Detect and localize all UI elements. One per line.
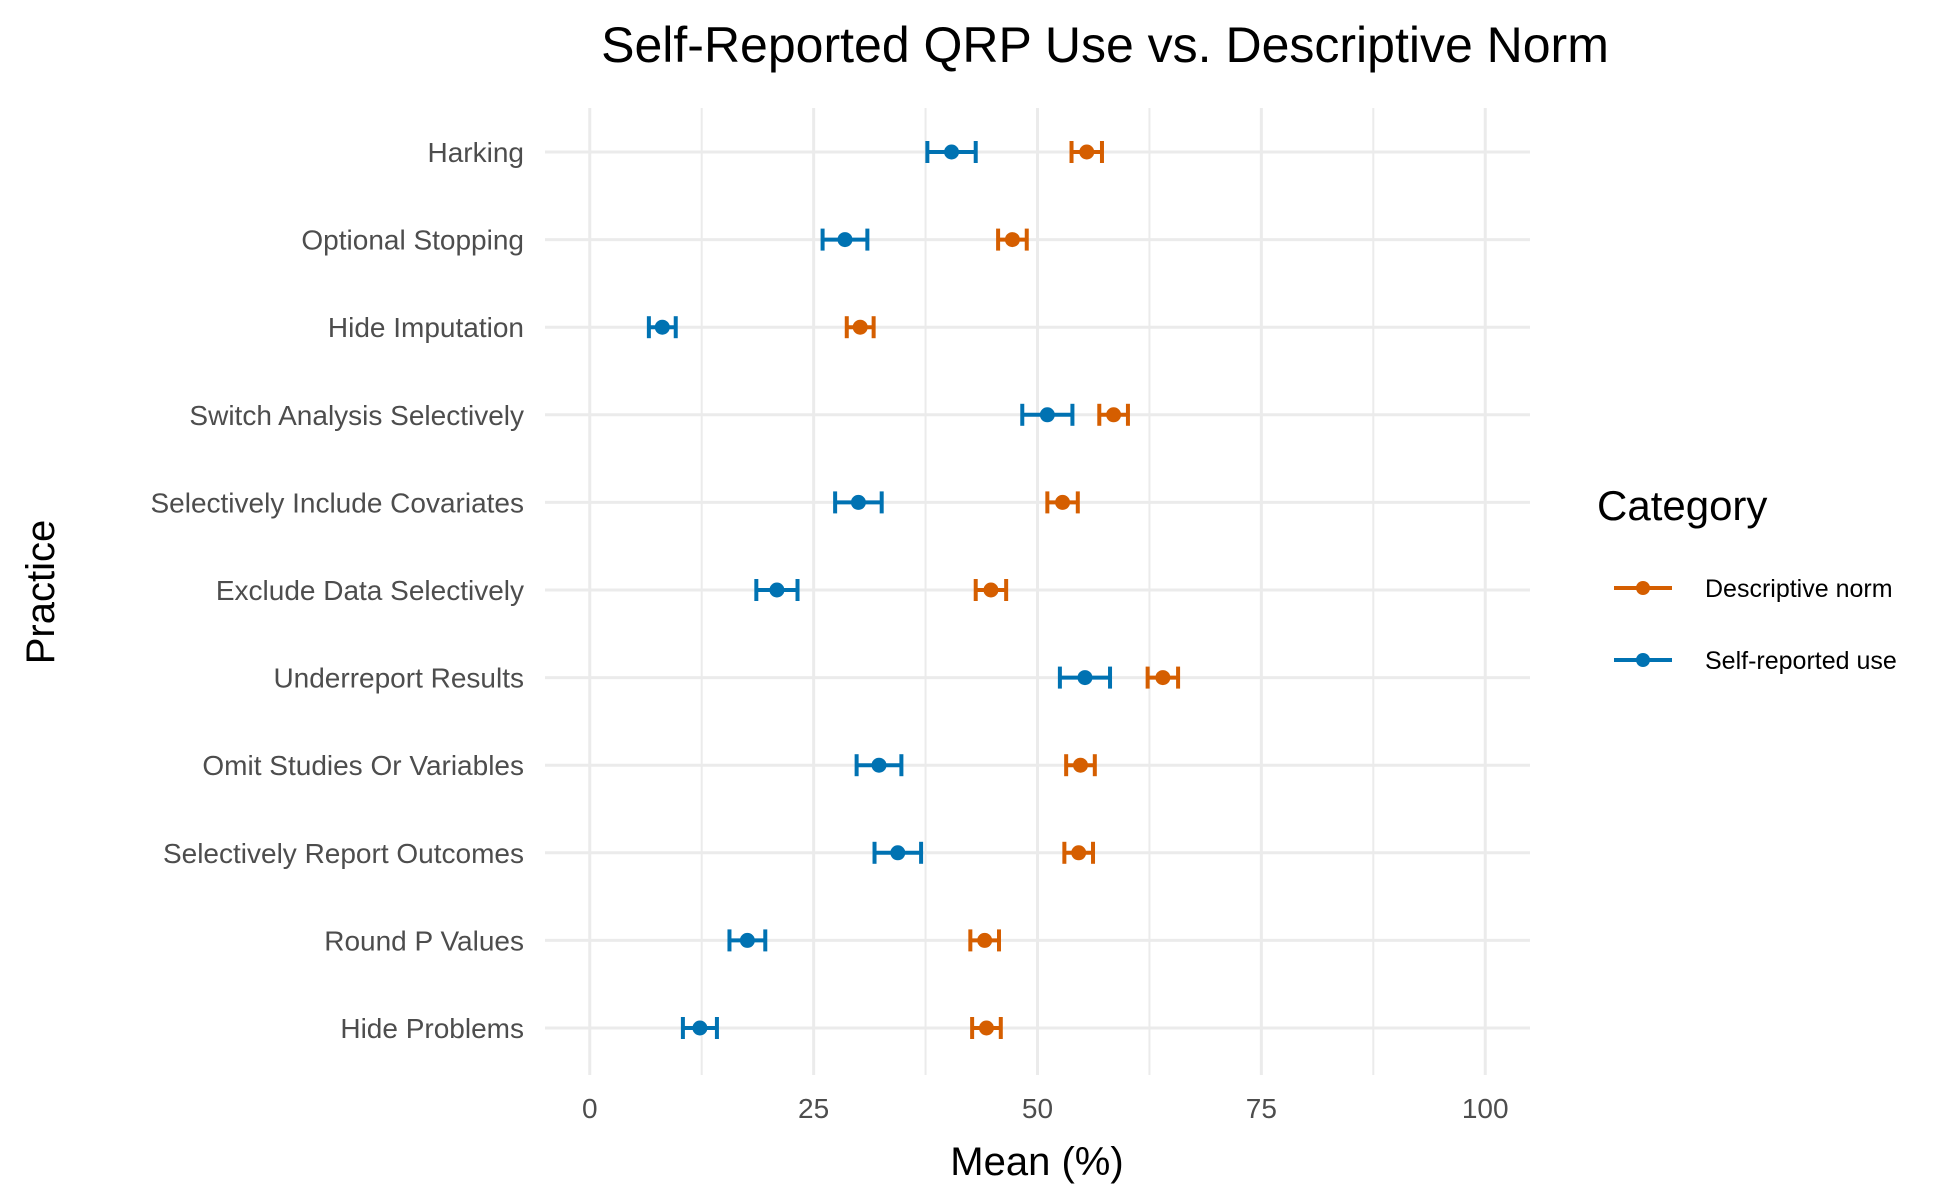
y-tick-label: Optional Stopping: [301, 225, 524, 256]
x-tick-label: 50: [1022, 1093, 1053, 1124]
data-point: [852, 319, 868, 335]
data-point: [769, 582, 785, 598]
data-point: [739, 932, 755, 948]
data-marks: [646, 141, 1181, 1039]
data-point: [1072, 757, 1088, 773]
y-tick-label: Round P Values: [324, 925, 524, 956]
y-axis-title: Practice: [19, 520, 63, 665]
data-point: [1071, 845, 1087, 861]
data-point: [692, 1020, 708, 1036]
x-tick-label: 75: [1246, 1093, 1277, 1124]
legend-key-point: [1636, 581, 1650, 595]
y-tick-label: Underreport Results: [273, 663, 524, 694]
y-tick-label: Hide Problems: [340, 1013, 524, 1044]
x-tick-labels: 0 25 50 75 100: [582, 1093, 1509, 1124]
data-point: [837, 232, 853, 248]
data-point: [1155, 670, 1171, 686]
x-tick-label: 100: [1462, 1093, 1509, 1124]
legend-key-point: [1636, 653, 1650, 667]
data-point: [1039, 407, 1055, 423]
y-tick-label: Omit Studies Or Variables: [202, 750, 524, 781]
y-tick-labels: Harking Optional Stopping Hide Imputation S…: [150, 137, 524, 1044]
data-point: [1106, 407, 1122, 423]
data-point: [977, 932, 993, 948]
y-tick-label: Selectively Report Outcomes: [163, 838, 524, 869]
data-point: [1079, 144, 1095, 160]
data-point: [1004, 232, 1020, 248]
legend: Category Descriptive norm Self-reported u…: [1597, 482, 1897, 675]
y-tick-label: Harking: [428, 137, 524, 168]
data-point: [871, 757, 887, 773]
x-tick-label: 25: [798, 1093, 829, 1124]
data-point: [983, 582, 999, 598]
legend-label: Descriptive norm: [1705, 575, 1893, 603]
data-point: [850, 494, 866, 510]
data-point: [1077, 670, 1093, 686]
y-tick-label: Exclude Data Selectively: [216, 575, 524, 606]
legend-title: Category: [1597, 482, 1767, 529]
data-point: [944, 144, 960, 160]
y-tick-label: Switch Analysis Selectively: [189, 400, 524, 431]
data-point: [890, 845, 906, 861]
y-tick-label: Selectively Include Covariates: [150, 487, 524, 518]
legend-label: Self-reported use: [1705, 647, 1897, 675]
series-self-reported-use: [646, 141, 1113, 1039]
grid: [545, 108, 1530, 1075]
x-axis-title: Mean (%): [950, 1140, 1123, 1184]
data-point: [654, 319, 670, 335]
data-point: [978, 1020, 994, 1036]
x-tick-label: 0: [582, 1093, 598, 1124]
y-tick-label: Hide Imputation: [328, 312, 524, 343]
data-point: [1055, 494, 1071, 510]
chart-title: Self-Reported QRP Use vs. Descriptive No…: [601, 17, 1609, 73]
series-descriptive-norm: [844, 141, 1181, 1039]
